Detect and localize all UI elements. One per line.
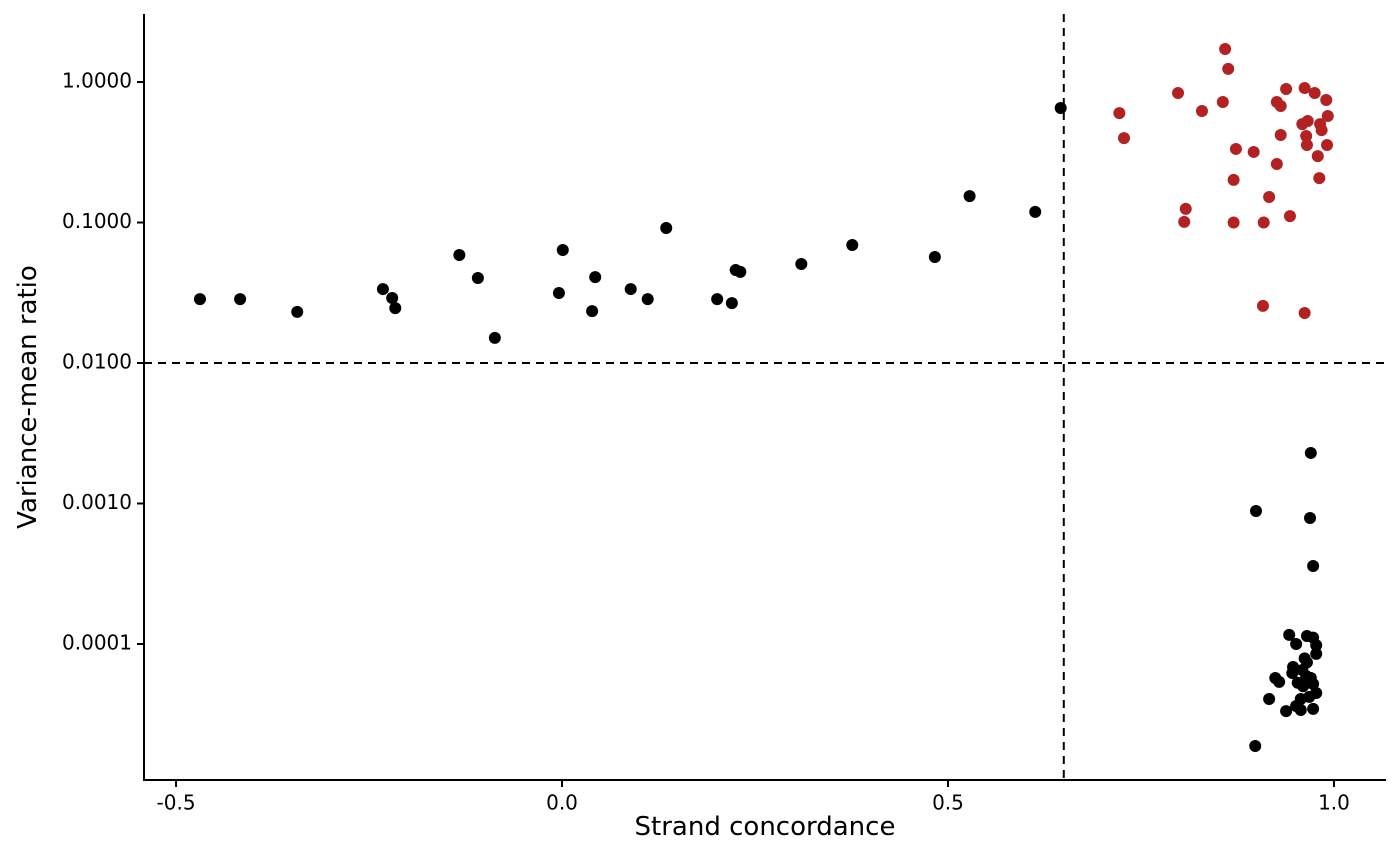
point (389, 302, 402, 315)
point (193, 293, 206, 306)
point (641, 293, 654, 306)
point (589, 271, 602, 284)
point (453, 249, 466, 262)
x-tick-label: 0.5 (932, 791, 964, 815)
point (1274, 100, 1287, 113)
point (1283, 628, 1296, 641)
point (1286, 666, 1299, 679)
point (795, 257, 808, 270)
x-axis-title: Strand concordance (635, 812, 896, 842)
point (1054, 102, 1067, 115)
point (1298, 82, 1311, 95)
point (1298, 306, 1311, 319)
point (1297, 680, 1310, 693)
point (1321, 110, 1334, 123)
point (1310, 639, 1323, 652)
point (1321, 139, 1334, 152)
point (624, 283, 637, 296)
point (1290, 637, 1303, 650)
point (1179, 202, 1192, 215)
point (1301, 115, 1314, 128)
point (1172, 87, 1185, 100)
point (1250, 504, 1263, 517)
y-tick-label: 0.1000 (62, 209, 132, 233)
point (1257, 216, 1270, 229)
point (1263, 190, 1276, 203)
point (1227, 216, 1240, 229)
y-tick-label: 1.0000 (62, 69, 132, 93)
point (725, 297, 738, 310)
point (234, 293, 247, 306)
point (552, 287, 565, 300)
point (376, 283, 389, 296)
point (386, 292, 399, 305)
x-tick-label: -0.5 (157, 791, 196, 815)
point (1300, 139, 1313, 152)
point (660, 222, 673, 235)
point (1263, 692, 1276, 705)
point (488, 331, 501, 344)
point (471, 271, 484, 284)
point (1313, 172, 1326, 185)
point (1256, 299, 1269, 312)
y-axis-title: Variance-mean ratio (13, 265, 43, 529)
point (1315, 124, 1328, 137)
point (1247, 145, 1260, 158)
point (734, 265, 747, 278)
point (1178, 215, 1191, 228)
point (1273, 675, 1286, 688)
x-tick-label: 1.0 (1318, 791, 1350, 815)
point (1307, 559, 1320, 572)
y-tick-label: 0.0100 (62, 350, 132, 374)
point (1307, 702, 1320, 715)
point (1113, 107, 1126, 120)
point (1029, 205, 1042, 218)
point (1219, 42, 1232, 55)
point (1320, 93, 1333, 106)
point (1280, 705, 1293, 718)
point (1249, 739, 1262, 752)
point (1283, 210, 1296, 223)
point (1117, 132, 1130, 145)
point (1195, 105, 1208, 118)
point (1280, 83, 1293, 96)
x-tick-label: 0.0 (546, 791, 578, 815)
point (1304, 512, 1317, 525)
point (1227, 173, 1240, 186)
point (1216, 95, 1229, 108)
point (1308, 87, 1321, 100)
point (963, 190, 976, 203)
point (1270, 157, 1283, 170)
point (586, 305, 599, 318)
point (556, 244, 569, 257)
point (1294, 703, 1307, 716)
point (1274, 128, 1287, 141)
point (1304, 446, 1317, 459)
point (1229, 142, 1242, 155)
point (291, 305, 304, 318)
point (1311, 150, 1324, 163)
y-tick-label: 0.0010 (62, 490, 132, 514)
point (1300, 129, 1313, 142)
point (711, 293, 724, 306)
y-tick-label: 0.0001 (62, 630, 132, 654)
point (1222, 62, 1235, 75)
point (1310, 647, 1323, 660)
point (928, 251, 941, 264)
point (846, 238, 859, 251)
